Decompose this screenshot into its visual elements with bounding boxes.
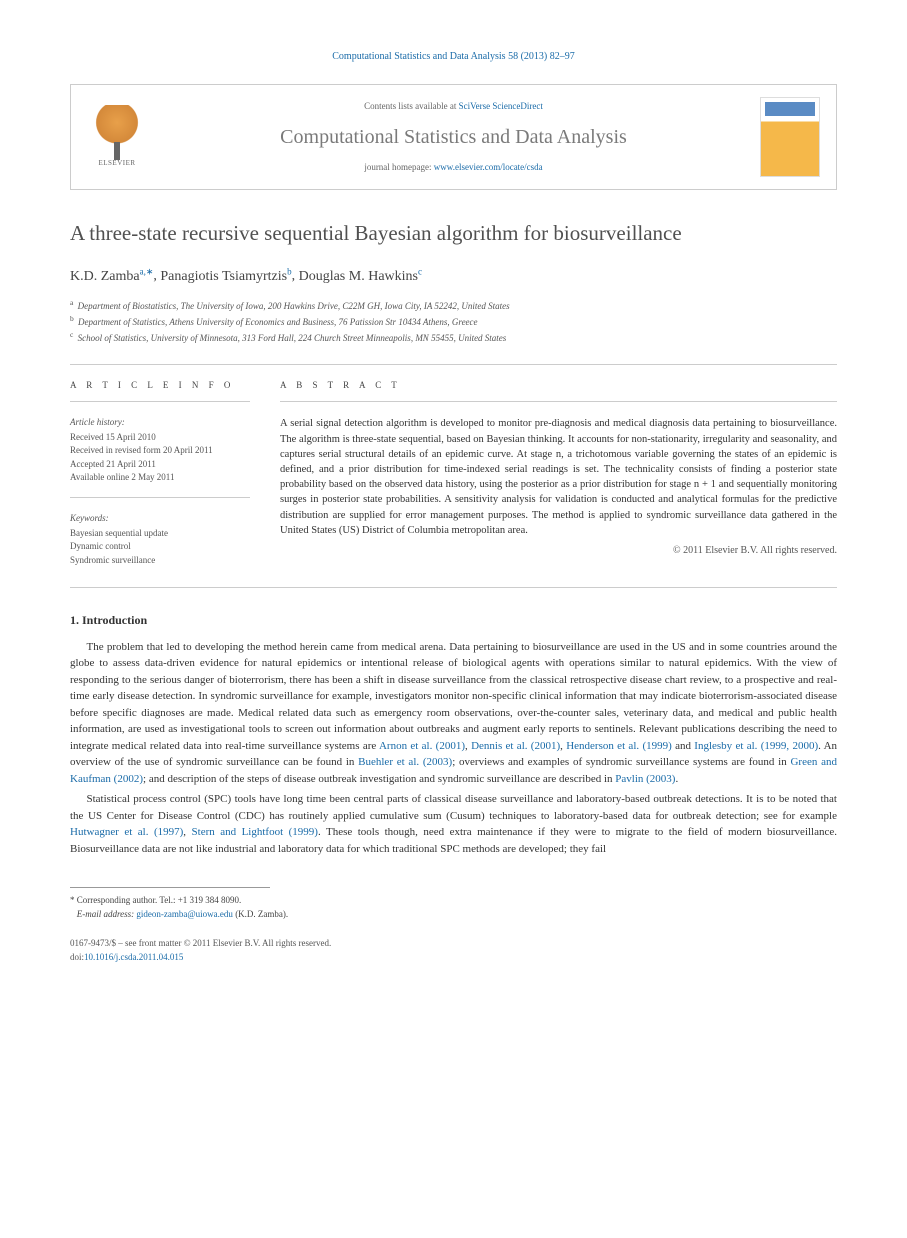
keyword-item: Dynamic control [70,540,250,554]
publisher-logo: ELSEVIER [87,102,147,172]
aff-sup: b [70,314,74,323]
para-text: . [675,773,678,785]
abstract-copyright: © 2011 Elsevier B.V. All rights reserved… [280,544,837,558]
ref-link[interactable]: Pavlin (2003) [615,773,675,785]
doi-link[interactable]: 10.1016/j.csda.2011.04.015 [84,952,183,962]
affiliation-b: b Department of Statistics, Athens Unive… [70,313,837,329]
corr-author-label: Corresponding author. Tel.: +1 319 384 8… [77,895,242,905]
keywords-block: Keywords: Bayesian sequential update Dyn… [70,512,250,567]
author-3: Douglas M. Hawkinsc [299,269,422,284]
ref-link[interactable]: Stern and Lightfoot (1999) [192,826,318,838]
aff-link-b[interactable]: b [287,266,292,276]
divider [70,364,837,365]
article-info-heading: A R T I C L E I N F O [70,379,250,392]
email-suffix: (K.D. Zamba). [235,909,288,919]
author-name: Panagiotis Tsiamyrtzis [160,269,287,284]
doi-line: doi:10.1016/j.csda.2011.04.015 [70,951,837,965]
issn-line: 0167-9473/$ – see front matter © 2011 El… [70,937,837,951]
ref-link[interactable]: Henderson et al. (1999) [566,740,672,752]
journal-name: Computational Statistics and Data Analys… [163,123,744,151]
journal-reference: Computational Statistics and Data Analys… [70,50,837,64]
para-text: The problem that led to developing the m… [70,641,837,752]
affiliation-a: a Department of Biostatistics, The Unive… [70,297,837,313]
sciencedirect-link[interactable]: SciVerse ScienceDirect [459,101,543,111]
history-item: Available online 2 May 2011 [70,471,250,485]
aff-link-a[interactable]: a [140,266,144,276]
affiliations-block: a Department of Biostatistics, The Unive… [70,297,837,346]
author-2: Panagiotis Tsiamyrtzisb [160,269,291,284]
history-item: Received 15 April 2010 [70,431,250,445]
history-item: Received in revised form 20 April 2011 [70,444,250,458]
para-text: ; overviews and examples of syndromic su… [452,756,790,768]
abstract-text: A serial signal detection algorithm is d… [280,416,837,538]
homepage-prefix: journal homepage: [364,162,433,172]
aff-text: Department of Statistics, Athens Univers… [78,317,478,327]
body-paragraph-1: The problem that led to developing the m… [70,639,837,788]
aff-sup: a [70,298,73,307]
keywords-label: Keywords: [70,512,250,525]
author-name: Douglas M. Hawkins [299,269,418,284]
info-abstract-row: A R T I C L E I N F O Article history: R… [70,379,837,567]
ref-link[interactable]: Arnon et al. (2001) [379,740,465,752]
abstract-heading: A B S T R A C T [280,379,837,392]
divider [280,401,837,402]
corr-marker[interactable]: ∗ [146,266,154,276]
corresponding-author-footnote: * Corresponding author. Tel.: +1 319 384… [70,894,837,921]
doi-label: doi: [70,952,84,962]
affiliation-c: c School of Statistics, University of Mi… [70,329,837,345]
article-info-column: A R T I C L E I N F O Article history: R… [70,379,250,567]
journal-cover-thumbnail [760,97,820,177]
authors-line: K.D. Zambaa,∗, Panagiotis Tsiamyrtzisb, … [70,265,837,286]
body-section-intro: 1. Introduction The problem that led to … [70,612,837,857]
aff-text: Department of Biostatistics, The Univers… [78,301,510,311]
keyword-item: Syndromic surveillance [70,554,250,568]
journal-homepage-link[interactable]: www.elsevier.com/locate/csda [434,162,543,172]
ref-link[interactable]: Inglesby et al. (1999, 2000) [694,740,818,752]
body-paragraph-2: Statistical process control (SPC) tools … [70,791,837,857]
para-text: Statistical process control (SPC) tools … [70,793,837,822]
keyword-item: Bayesian sequential update [70,527,250,541]
para-text: ; and description of the steps of diseas… [143,773,615,785]
para-text: . These tools though, need extra mainten… [70,826,837,855]
homepage-line: journal homepage: www.elsevier.com/locat… [163,161,744,174]
contents-list-line: Contents lists available at SciVerse Sci… [163,100,744,113]
history-item: Accepted 21 April 2011 [70,458,250,472]
journal-header-box: ELSEVIER Contents lists available at Sci… [70,84,837,190]
aff-sup: c [70,330,73,339]
section-heading-intro: 1. Introduction [70,612,837,629]
ref-link[interactable]: Dennis et al. (2001) [471,740,560,752]
elsevier-tree-icon [92,105,142,155]
footnote-marker: * [70,895,75,905]
ref-link[interactable]: Hutwagner et al. (1997) [70,826,183,838]
email-label: E-mail address: [77,909,134,919]
header-center: Contents lists available at SciVerse Sci… [163,100,744,173]
corr-email-link[interactable]: gideon-zamba@uiowa.edu [136,909,233,919]
author-1: K.D. Zambaa,∗ [70,269,153,284]
aff-link-c[interactable]: c [418,266,422,276]
footnote-divider [70,887,270,888]
article-title: A three-state recursive sequential Bayes… [70,220,837,247]
article-history-block: Article history: Received 15 April 2010 … [70,416,250,498]
section-title: Introduction [82,613,147,627]
aff-text: School of Statistics, University of Minn… [78,333,507,343]
section-number: 1. [70,613,79,627]
ref-link[interactable]: Buehler et al. (2003) [358,756,452,768]
history-label: Article history: [70,416,250,429]
divider [70,587,837,588]
contents-prefix: Contents lists available at [364,101,458,111]
page-footer: 0167-9473/$ – see front matter © 2011 El… [70,937,837,964]
abstract-column: A B S T R A C T A serial signal detectio… [280,379,837,567]
divider [70,401,250,402]
author-name: K.D. Zamba [70,269,140,284]
publisher-name: ELSEVIER [98,159,135,169]
